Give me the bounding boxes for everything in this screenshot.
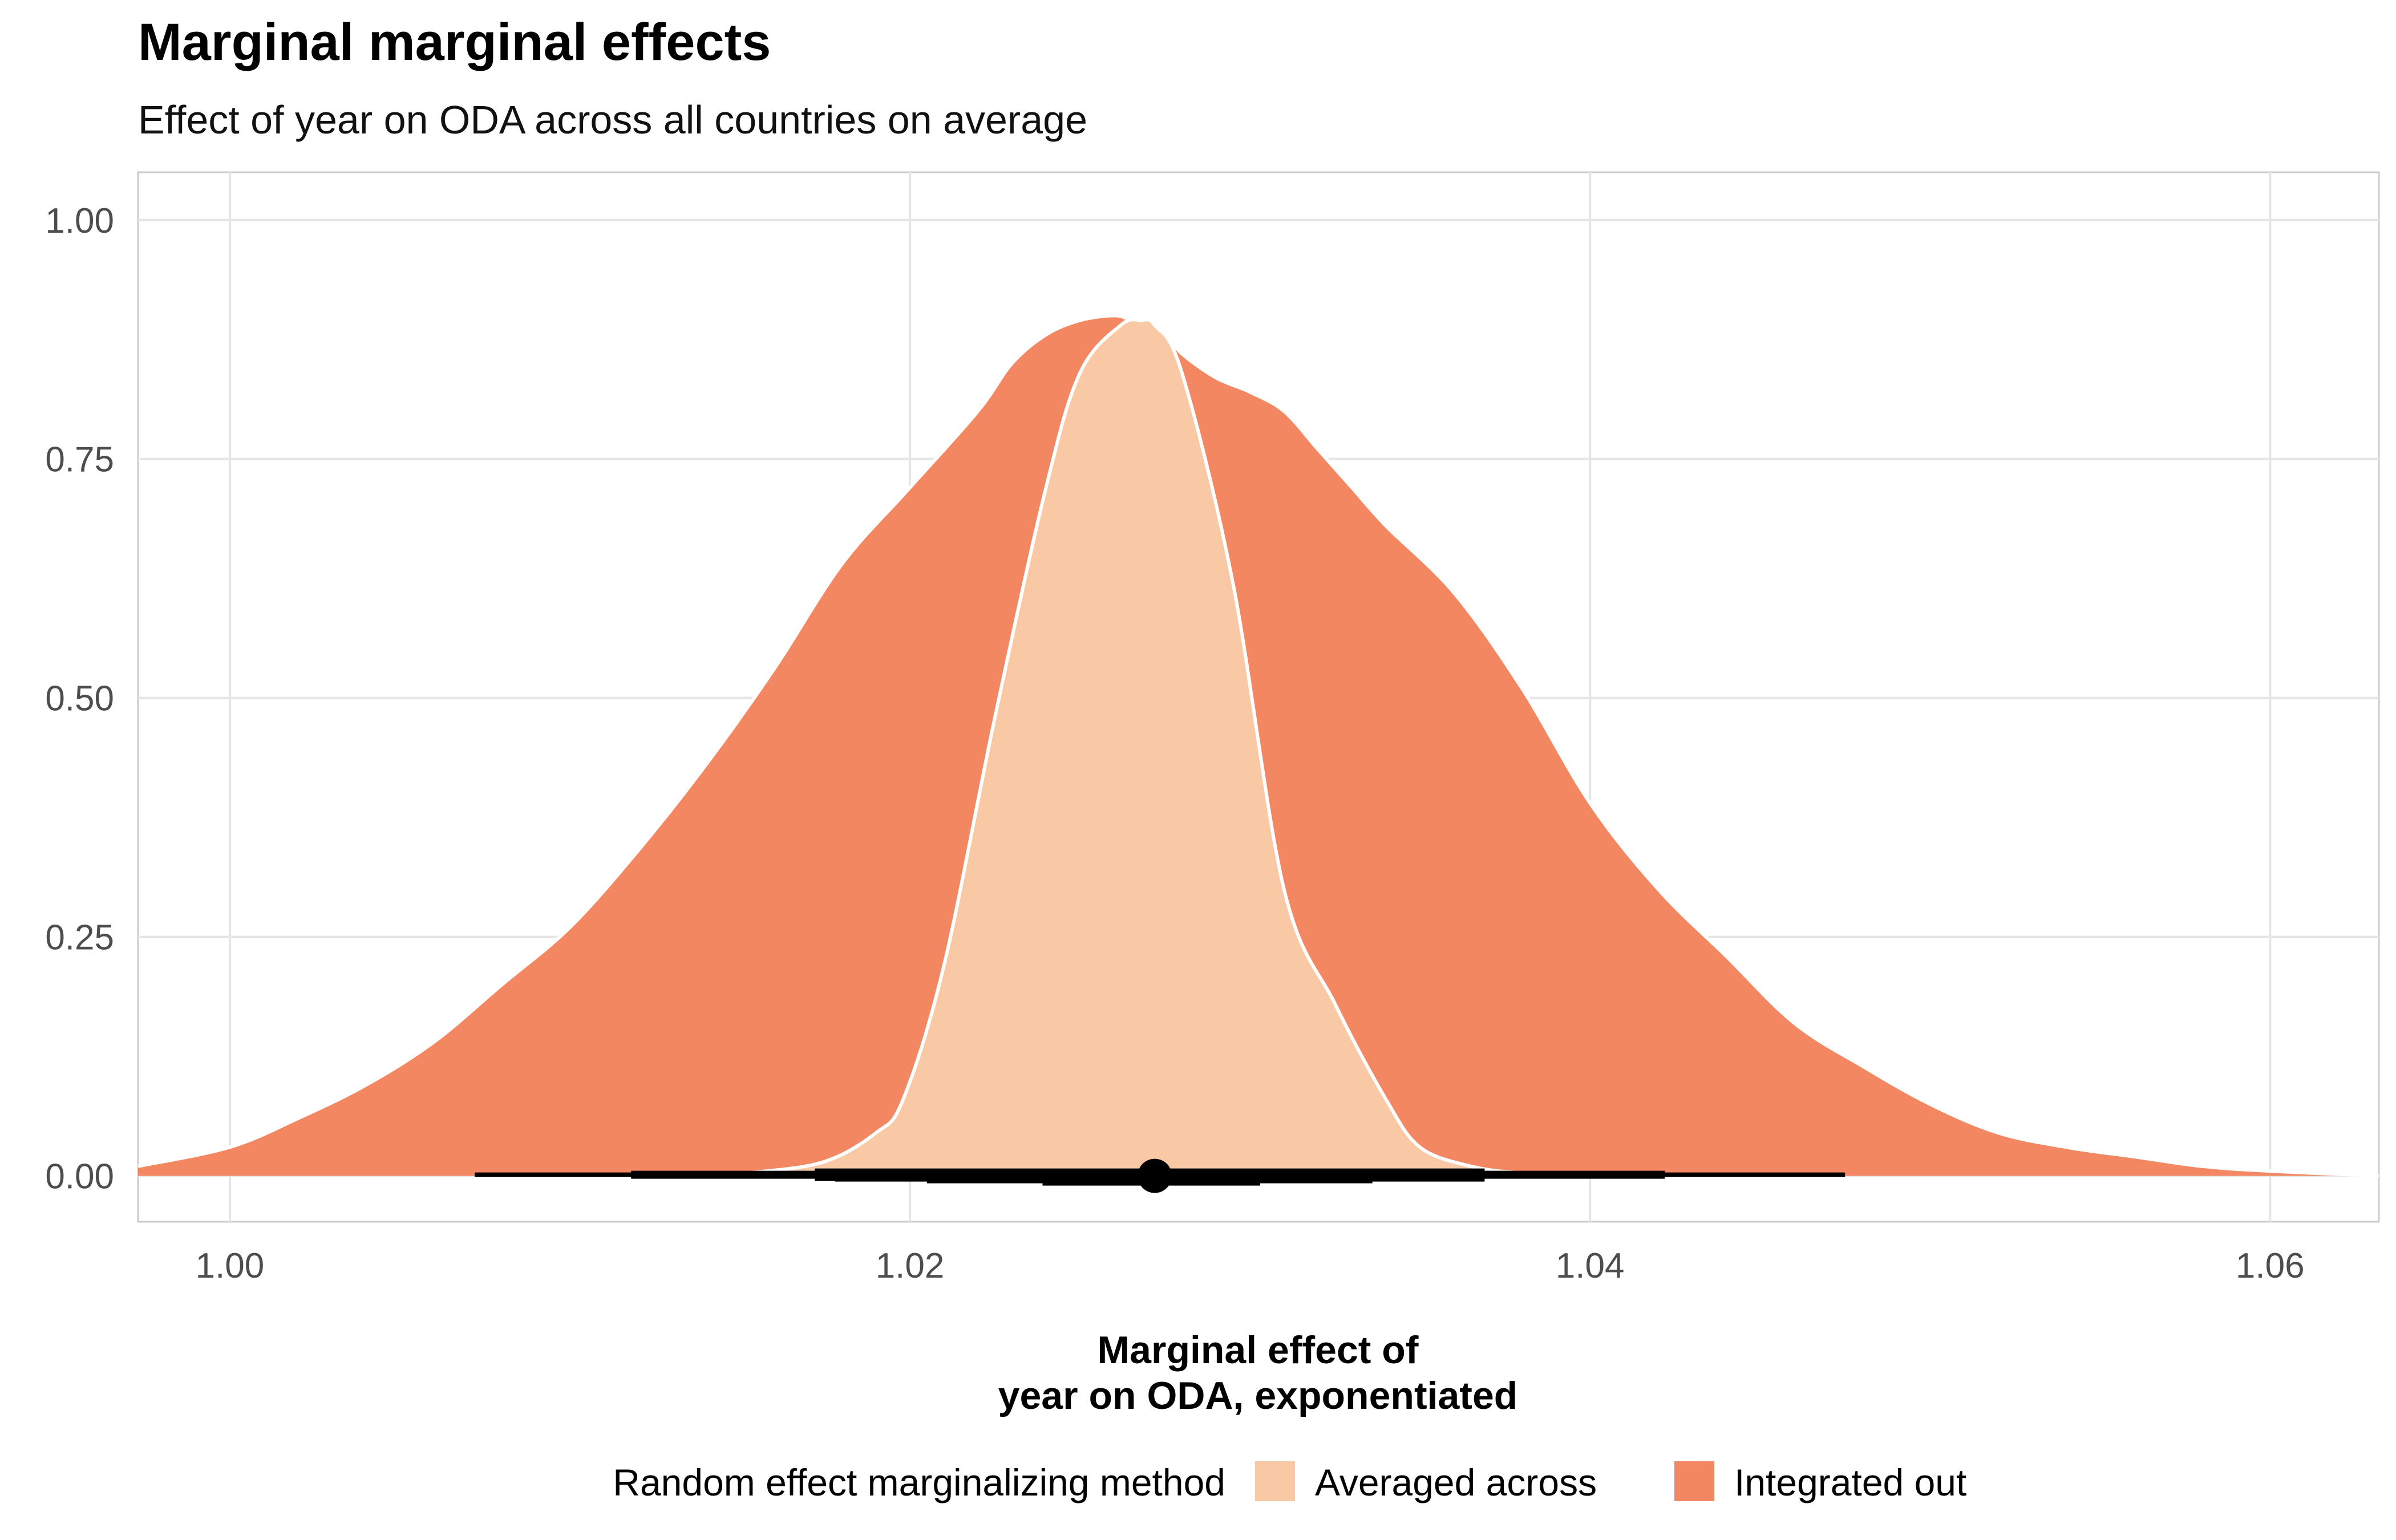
- density-outline-averaged-across: [689, 318, 1641, 1178]
- legend-label-integrated-out: Integrated out: [1734, 1461, 1966, 1503]
- y-tick-label-1: 0.25: [45, 918, 114, 958]
- density-areas: [137, 314, 2379, 1178]
- y-tick-label-4: 1.00: [45, 201, 114, 241]
- x-tick-label-0: 1.00: [196, 1246, 265, 1286]
- y-tick-label-0: 0.00: [45, 1157, 114, 1197]
- x-tick-label-1: 1.02: [876, 1246, 945, 1286]
- density-outline-integrated-out: [137, 314, 2379, 1178]
- legend: Random effect marginalizing method Averag…: [613, 1461, 1966, 1503]
- chart-subtitle: Effect of year on ODA across all countri…: [138, 98, 1088, 142]
- legend-label-averaged-across: Averaged across: [1315, 1461, 1597, 1503]
- interval-bars: [475, 1158, 1845, 1193]
- x-tick-labels: 1.00 1.02 1.04 1.06: [196, 1246, 2305, 1286]
- y-tick-labels: 0.00 0.25 0.50 0.75 1.00: [45, 201, 114, 1197]
- legend-swatch-averaged-across: [1255, 1461, 1295, 1501]
- density-fill-averaged-across: [689, 319, 1641, 1176]
- chart-title: Marginal marginal effects: [138, 13, 771, 71]
- legend-title: Random effect marginalizing method: [613, 1461, 1225, 1503]
- legend-swatch-integrated-out: [1674, 1461, 1714, 1501]
- y-tick-label-2: 0.50: [45, 679, 114, 719]
- x-tick-label-3: 1.06: [2236, 1246, 2305, 1286]
- x-axis-label-line-1: Marginal effect of: [1098, 1328, 1419, 1372]
- x-tick-label-2: 1.04: [1556, 1246, 1625, 1286]
- x-axis-label-line-2: year on ODA, exponentiated: [998, 1374, 1518, 1417]
- y-tick-label-3: 0.75: [45, 440, 114, 480]
- point-estimate: [1138, 1158, 1172, 1193]
